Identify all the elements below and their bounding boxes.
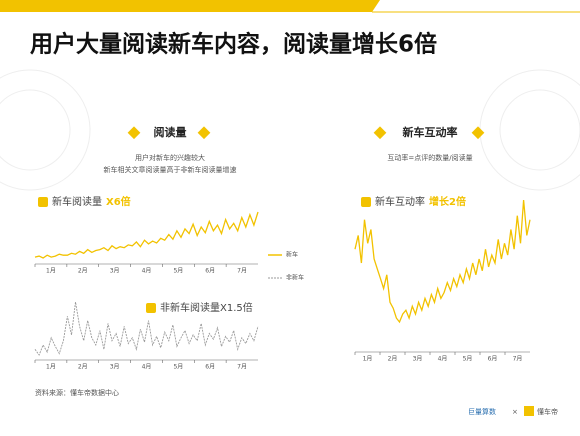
x-tick-label: 6月 [488,356,498,363]
legend-label: 新车 [286,251,298,259]
x-tick-label: 3月 [413,356,423,363]
logo: 巨量算数 [468,407,496,416]
x-tick-label: 1月 [46,268,56,275]
x-tick-label: 4月 [142,364,152,371]
panel-heading: 阅读量 [154,125,187,139]
panel-desc: 新车相关文章阅读量高于非新车阅读量增速 [104,165,237,174]
chart-title: 非新车阅读量X1.5倍 [160,301,253,314]
line-series [34,211,259,259]
panel-desc: 用户对新车的兴趣较大 [135,153,205,162]
legend-label: 非新车 [286,274,304,282]
x-tick-label: 4月 [438,356,448,363]
x-tick-label: 3月 [110,268,120,275]
x-tick-label: 2月 [78,268,88,275]
logo-sep: × [512,408,518,416]
title-icon [38,197,48,207]
line-series [354,199,531,324]
panel-heading: 新车互动率 [403,125,458,139]
x-tick-label: 6月 [205,268,215,275]
top-bar [0,0,380,12]
heading-icon [127,126,141,140]
heading-icon [373,126,387,140]
x-tick-label: 5月 [173,364,183,371]
x-tick-label: 2月 [388,356,398,363]
source: 资料来源：懂车帝数据中心 [35,388,119,397]
line-series [34,301,259,356]
x-tick-label: 1月 [363,356,373,363]
x-tick-label: 7月 [513,356,523,363]
title-icon [146,303,156,313]
x-tick-label: 2月 [78,364,88,371]
title: 用户大量阅读新车内容，阅读量增长6倍 [30,31,437,58]
x-tick-label: 3月 [110,364,120,371]
heading-icon [197,126,211,140]
chart-title: 新车互动率 [375,195,425,208]
panel-desc: 互动率=点评的数量/阅读量 [387,153,472,162]
chart-highlight: 增长2倍 [429,195,466,208]
x-tick-label: 1月 [46,364,56,371]
chart-highlight: X6倍 [106,195,131,208]
decor [0,69,580,191]
x-tick-label: 4月 [142,268,152,275]
x-tick-label: 7月 [237,268,247,275]
logo-icon [524,406,534,416]
x-tick-label: 7月 [237,364,247,371]
heading-icon [471,126,485,140]
logo: 懂车帝 [537,407,558,416]
x-tick-label: 5月 [463,356,473,363]
title-icon [361,197,371,207]
chart-title: 新车阅读量 [52,195,102,208]
x-tick-label: 6月 [205,364,215,371]
x-tick-label: 5月 [173,268,183,275]
